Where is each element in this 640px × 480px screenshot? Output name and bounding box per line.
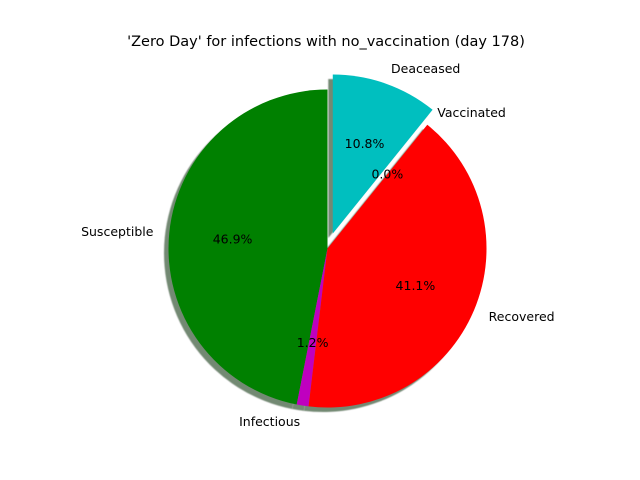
slice-label-susceptible: Susceptible bbox=[81, 224, 154, 239]
slice-label-vaccinated: Vaccinated bbox=[437, 105, 506, 120]
label-layer: Susceptible 46.9% Infectious 1.2% Recovered 4… bbox=[81, 61, 554, 429]
slice-recovered bbox=[308, 124, 487, 408]
percent-label-vaccinated: 0.0% bbox=[371, 167, 403, 182]
chart-title: 'Zero Day' for infections with no_vaccin… bbox=[127, 34, 525, 50]
percent-label-infectious: 1.2% bbox=[297, 335, 329, 350]
slice-label-deaceased: Deaceased bbox=[391, 61, 460, 76]
percent-label-recovered: 41.1% bbox=[396, 278, 436, 293]
slice-infectious bbox=[296, 248, 328, 407]
percent-label-deaceased: 10.8% bbox=[345, 136, 385, 151]
percent-label-susceptible: 46.9% bbox=[213, 232, 253, 247]
slice-susceptible bbox=[168, 89, 328, 405]
slice-deaceased bbox=[332, 74, 433, 234]
slice-label-infectious: Infectious bbox=[239, 414, 300, 429]
slice-label-recovered: Recovered bbox=[489, 309, 555, 324]
slice-layer bbox=[168, 74, 487, 408]
